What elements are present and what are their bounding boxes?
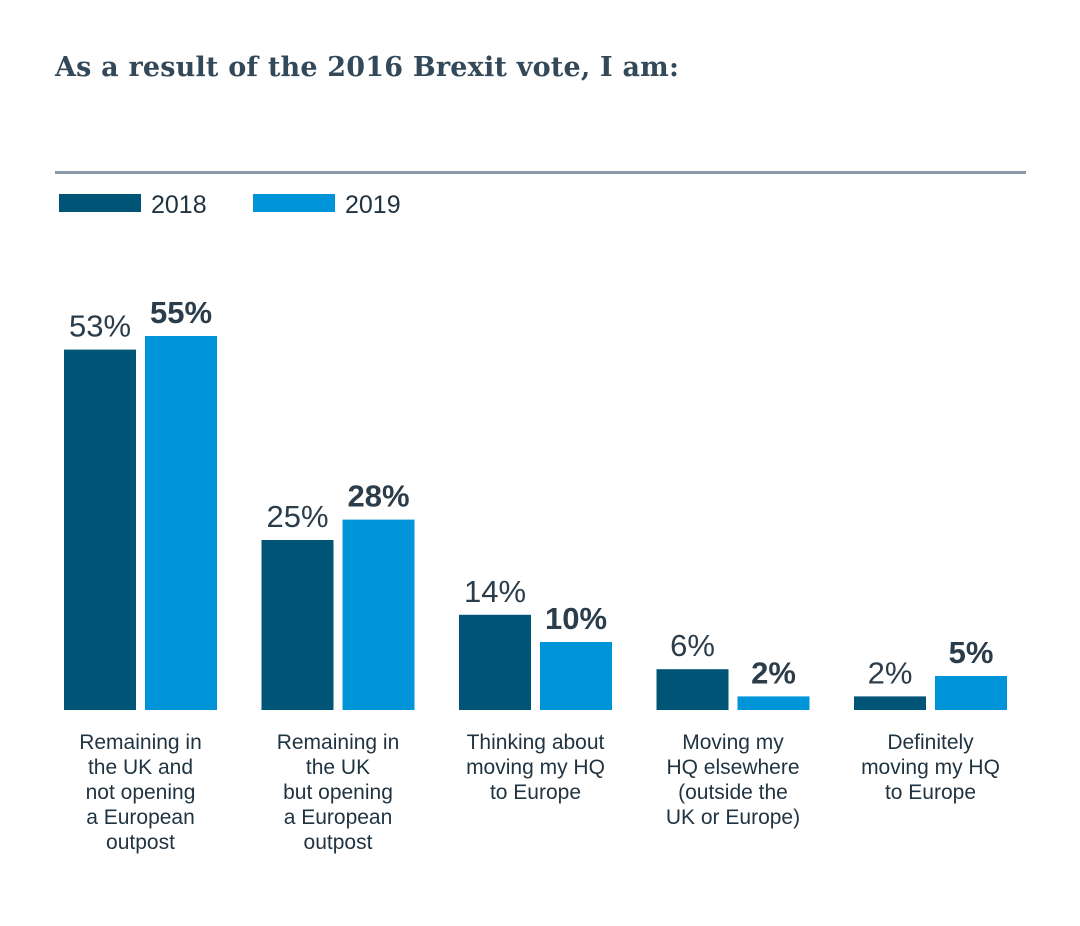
category-label-3: Thinking about moving my HQ to Europe xyxy=(466,731,605,804)
title-divider xyxy=(55,171,1026,174)
bar-2018-2 xyxy=(261,540,334,710)
bar-2018-3 xyxy=(459,614,531,710)
data-label-2018-4: 6% xyxy=(670,628,715,663)
category-label-1: Remaining in the UK and not opening a Europ… xyxy=(79,731,202,854)
bar-2018-5 xyxy=(854,696,926,710)
legend-swatch-2018 xyxy=(59,194,141,212)
bar-2019-5 xyxy=(935,676,1007,710)
legend-swatch-2019 xyxy=(253,194,335,212)
bar-2018-1 xyxy=(64,349,136,710)
category-label-4: Moving my HQ elsewhere (outside the UK or E… xyxy=(666,731,800,829)
data-label-2019-1: 55% xyxy=(150,295,212,330)
data-label-2019-4: 2% xyxy=(751,655,796,690)
data-label-2018-3: 14% xyxy=(464,574,526,609)
data-label-2018-1: 53% xyxy=(69,309,131,344)
data-label-2018-2: 25% xyxy=(266,499,328,534)
chart-title: As a result of the 2016 Brexit vote, I a… xyxy=(55,52,680,83)
bar-2019-2 xyxy=(342,519,415,710)
data-label-2019-5: 5% xyxy=(949,635,994,670)
category-label-5: Definitely moving my HQ to Europe xyxy=(861,731,1000,804)
data-label-2018-5: 2% xyxy=(868,655,913,690)
data-label-2019-2: 28% xyxy=(347,479,409,514)
data-label-2019-3: 10% xyxy=(545,601,607,636)
bar-2018-4 xyxy=(656,669,729,710)
bar-2019-4 xyxy=(737,696,810,710)
bar-2019-1 xyxy=(145,336,217,710)
legend-label-2019: 2019 xyxy=(345,191,401,219)
category-label-2: Remaining in the UK but opening a European o… xyxy=(277,731,400,854)
legend-label-2018: 2018 xyxy=(151,191,207,219)
bar-2019-3 xyxy=(540,642,612,710)
